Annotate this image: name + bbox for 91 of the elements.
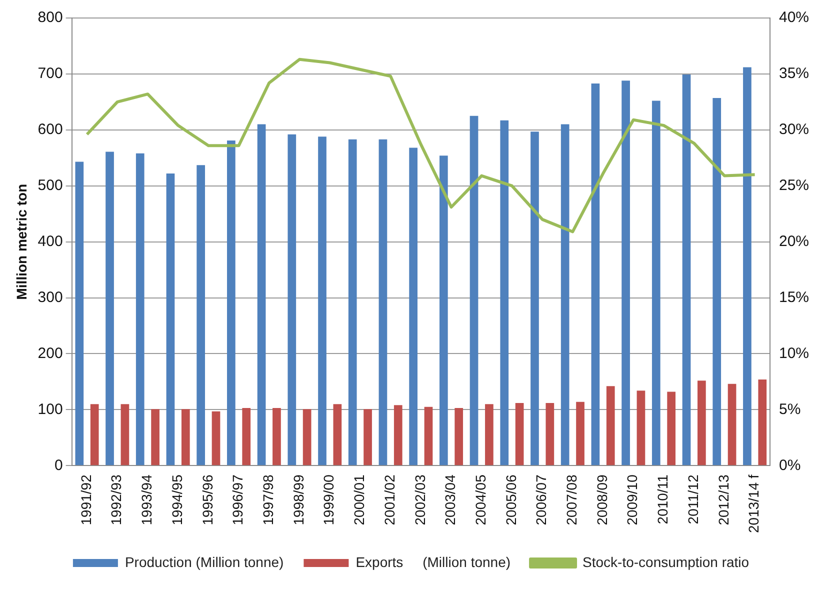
bar <box>75 162 84 466</box>
y-tick-label: 200 <box>38 344 63 362</box>
bar <box>409 148 418 466</box>
bar <box>333 404 342 466</box>
y-tick-label: 800 <box>38 9 63 26</box>
x-tick-label: 2000/01 <box>351 474 368 526</box>
bar <box>288 134 296 466</box>
bar <box>470 116 478 466</box>
y-tick-label: 0 <box>54 456 63 474</box>
bar <box>272 408 281 466</box>
y-tick-label: 500 <box>38 176 63 194</box>
x-tick-label: 1998/99 <box>290 474 306 526</box>
x-tick-label: 2001/02 <box>381 474 398 526</box>
legend-label: Production (Million tonne) <box>124 554 284 570</box>
y2-tick-label: 30% <box>778 121 810 138</box>
y2-tick-label: 25% <box>778 176 810 194</box>
y2-tick-label: 15% <box>778 288 810 306</box>
x-tick-label: 2007/08 <box>564 474 580 526</box>
y2-tick-label: 40% <box>778 9 810 26</box>
bar <box>166 174 175 466</box>
x-tick-label: 1994/95 <box>168 474 185 526</box>
bar <box>318 136 326 466</box>
x-tick-label: 1995/96 <box>199 474 216 526</box>
x-tick-label: 2013/14 f <box>746 474 762 534</box>
bar <box>560 124 570 466</box>
bar <box>257 124 266 466</box>
x-tick-label: 2008/09 <box>594 474 610 526</box>
x-tick-label: 2012/13 <box>715 474 732 526</box>
bar <box>622 80 630 466</box>
x-tick-label: 1997/98 <box>260 474 276 526</box>
bar <box>667 392 676 466</box>
bar <box>227 140 236 466</box>
bar <box>591 83 600 466</box>
bar <box>636 390 646 466</box>
x-tick-label: 1993/94 <box>138 474 155 526</box>
x-tick-label: 2011/12 <box>684 474 701 524</box>
bar <box>682 74 691 466</box>
bar <box>196 165 206 466</box>
bar <box>348 139 357 466</box>
bar <box>120 404 130 466</box>
y-tick-label: 100 <box>38 400 63 418</box>
bar <box>652 100 660 466</box>
y-tick-label: 300 <box>38 288 63 306</box>
bar <box>546 402 554 466</box>
bar <box>242 408 251 466</box>
bar <box>500 120 509 466</box>
legend-label: Exports (Million tonne) <box>356 554 511 570</box>
bar <box>378 139 388 466</box>
x-tick-label: 2003/04 <box>442 474 458 526</box>
y-tick-label: 600 <box>38 121 63 138</box>
y-tick-label: 400 <box>38 232 63 250</box>
y-axis-title: Million metric ton <box>13 184 30 300</box>
bar <box>90 404 99 466</box>
bar <box>439 156 448 466</box>
bar <box>136 153 144 466</box>
x-tick-label: 2006/07 <box>533 474 550 526</box>
x-tick-label: 1992/93 <box>108 474 124 526</box>
y2-tick-label: 10% <box>778 344 810 362</box>
y2-tick-label: 20% <box>778 232 810 250</box>
x-tick-label: 1999/00 <box>320 474 337 526</box>
bar <box>758 379 767 466</box>
y2-tick-label: 5% <box>778 400 801 418</box>
bar <box>743 67 752 466</box>
legend-label: Stock-to-consumption ratio <box>582 554 750 570</box>
x-tick-label: 2010/11 <box>654 474 671 524</box>
y2-tick-label: 35% <box>778 65 810 82</box>
y-tick-label: 700 <box>38 65 63 82</box>
bar <box>181 409 190 466</box>
bar <box>728 384 736 466</box>
bar <box>606 386 615 466</box>
bar <box>712 98 722 466</box>
bar <box>485 404 494 466</box>
bar <box>151 409 160 466</box>
bar <box>698 380 706 466</box>
bar <box>515 402 524 466</box>
x-tick-label: 1991/92 <box>78 474 94 526</box>
bar <box>576 402 584 466</box>
bar <box>106 152 114 466</box>
x-tick-label: 2009/10 <box>624 474 640 526</box>
y2-tick-label: 0% <box>778 456 801 474</box>
bar <box>530 132 539 466</box>
bar <box>302 409 312 466</box>
x-tick-label: 2004/05 <box>472 474 488 526</box>
x-tick-label: 1996/97 <box>230 474 246 526</box>
bar <box>364 409 372 466</box>
bar <box>394 405 402 466</box>
bar <box>454 408 464 466</box>
bar <box>212 411 220 466</box>
bar <box>424 406 433 466</box>
x-tick-label: 2005/06 <box>502 474 519 526</box>
x-tick-label: 2002/03 <box>412 474 428 526</box>
